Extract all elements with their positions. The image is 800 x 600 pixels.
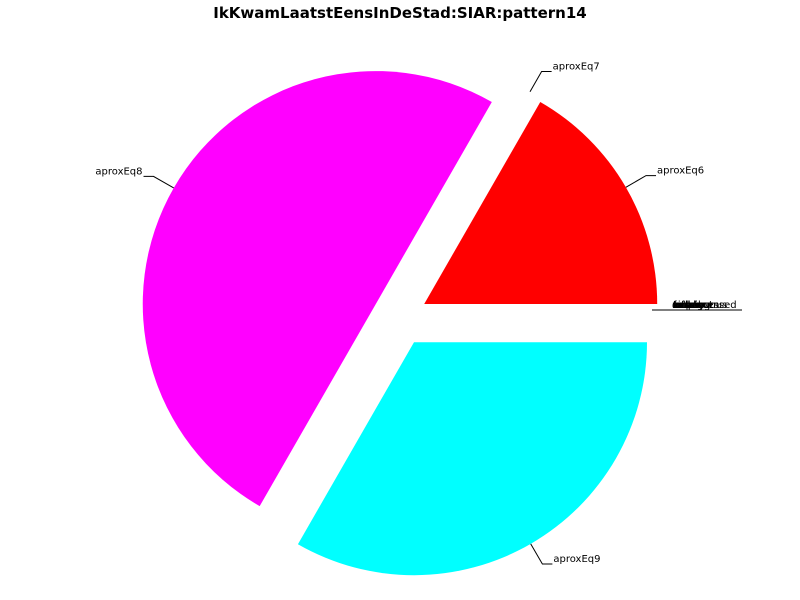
overlap-label-empty: empty xyxy=(672,300,704,311)
slice-label-aproxeq9: aproxEq9 xyxy=(553,554,600,565)
overlap-label-missing: missing xyxy=(672,300,710,311)
leader-line-aproxeq7 xyxy=(529,71,552,92)
overlap-label-failed: failed xyxy=(673,300,701,311)
slice-label-aproxeq8: aproxEq8 xyxy=(95,166,142,177)
leader-line-aproxeq6 xyxy=(625,175,657,188)
overlap-label-total: total xyxy=(673,300,696,311)
pie-slice-aproxeq6 xyxy=(424,101,658,304)
chart-title: IkKwamLaatstEensInDeStad:SIAR:pattern14 xyxy=(213,4,587,22)
slice-label-aproxeq7: aproxEq7 xyxy=(553,62,600,73)
leader-line-aproxeq8 xyxy=(143,175,174,189)
overlap-label-ambiguous: ambiguous xyxy=(672,300,727,311)
overlap-label-error: error xyxy=(675,300,700,311)
leader-line-aproxeq9 xyxy=(530,543,553,565)
overlap-label-unknown: unknown xyxy=(674,300,719,311)
slice-label-aproxeq6: aproxEq6 xyxy=(657,166,704,177)
overlap-label-other: other xyxy=(675,300,703,311)
overlap-label-timeout: timeout xyxy=(674,300,713,311)
pie-slice-aproxeq8 xyxy=(142,71,492,507)
pie-slice-aproxeq9 xyxy=(297,342,648,576)
overlap-label-unprocessed: unprocessed xyxy=(673,300,737,311)
